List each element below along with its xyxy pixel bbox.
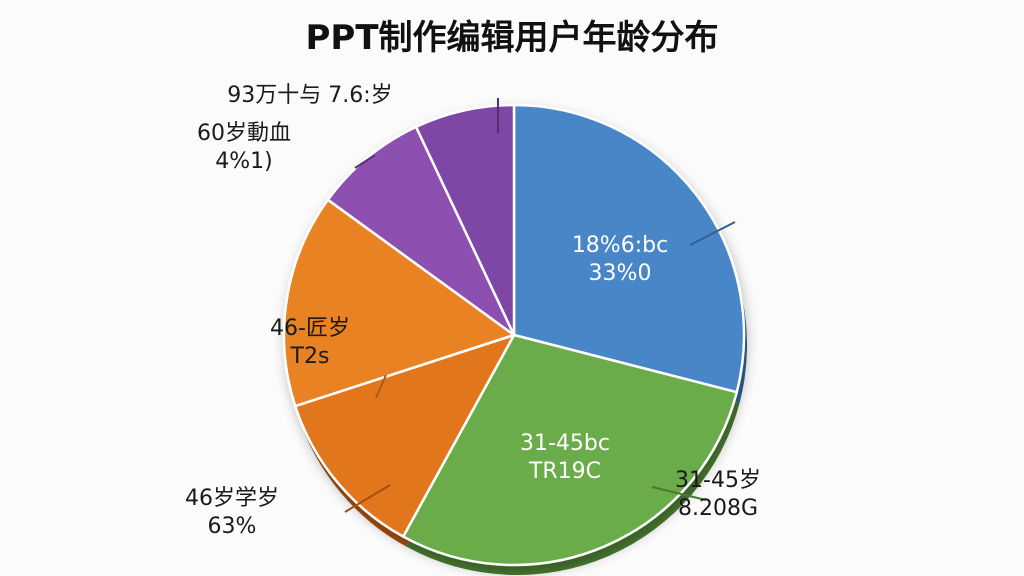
slice-outside-label-line: 46岁学岁 <box>185 486 279 511</box>
slice-inside-label-line: 18%6:bc <box>572 233 668 258</box>
slice-outside-label-4: 60岁動血 4%1) <box>197 121 291 174</box>
slice-inside-label-line: TR19C <box>528 459 601 484</box>
chart-title: PPT制作编辑用户年龄分布 <box>305 18 719 58</box>
leader-lines <box>344 98 736 513</box>
slice-inside-label-0: 18%6:bc 33%0 <box>572 233 668 286</box>
pie-slice-4 <box>326 125 516 337</box>
leader-line-1 <box>651 486 707 501</box>
slice-outside-label-1: 31-45岁 8.208G <box>675 468 761 521</box>
pie-slice-3 <box>282 198 516 408</box>
pie-slice-5 <box>414 103 516 337</box>
leader-line-0 <box>689 221 736 246</box>
slice-outside-label-5: 93万十与 7.6:岁 <box>227 83 392 108</box>
pie-top-layer <box>282 103 746 567</box>
slice-outside-label-line: 31-45岁 <box>675 468 761 493</box>
slice-outside-label-line: T2s <box>290 344 330 369</box>
slice-outside-label-line: 4%1) <box>215 149 272 174</box>
slice-inside-label-line: 31-45bc <box>520 431 610 456</box>
leader-line-3 <box>375 374 387 399</box>
slice-outside-label-line: 8.208G <box>678 496 758 521</box>
slice-inside-label-1: 31-45bc TR19C <box>520 431 610 484</box>
pie-slice-0 <box>512 103 746 394</box>
slice-outside-label-2: 46岁学岁 63% <box>185 486 279 539</box>
leader-line-2 <box>344 484 391 513</box>
slice-outside-label-line: 46-匠岁 <box>270 316 350 341</box>
leader-line-4 <box>354 154 376 169</box>
slice-inside-label-line: 33%0 <box>589 261 652 286</box>
slice-outside-label-line: 60岁動血 <box>197 121 291 146</box>
slice-outside-label-3: 46-匠岁 T2s <box>270 316 350 369</box>
slice-labels: 18%6:bc 33%0 31-45bc TR19C 31-45岁 8.208G 46岁学岁… <box>185 83 761 539</box>
slice-outside-label-line: 63% <box>208 514 257 539</box>
pie-slice-2 <box>294 333 516 538</box>
pie-slice-1 <box>401 333 739 567</box>
slice-outside-label-line: 93万十与 7.6:岁 <box>227 83 392 108</box>
